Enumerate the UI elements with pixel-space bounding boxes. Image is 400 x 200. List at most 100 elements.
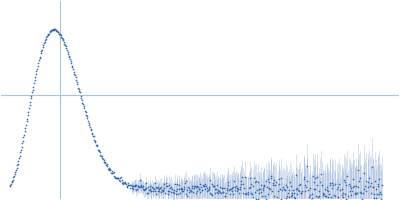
Point — [146, 184, 153, 188]
Point — [289, 191, 295, 195]
Point — [356, 180, 362, 183]
Point — [153, 193, 160, 196]
Point — [374, 192, 380, 196]
Point — [377, 190, 383, 194]
Point — [225, 183, 232, 187]
Point — [168, 185, 174, 188]
Point — [24, 114, 31, 117]
Point — [196, 188, 202, 191]
Point — [150, 187, 156, 190]
Point — [244, 191, 251, 194]
Point — [116, 178, 122, 181]
Point — [226, 188, 233, 191]
Point — [238, 182, 245, 186]
Point — [307, 186, 313, 189]
Point — [368, 192, 374, 195]
Point — [376, 177, 382, 180]
Point — [32, 78, 38, 81]
Point — [360, 191, 366, 194]
Point — [175, 192, 181, 196]
Point — [112, 176, 118, 179]
Point — [129, 184, 135, 187]
Point — [22, 130, 28, 133]
Point — [359, 197, 365, 200]
Point — [195, 185, 201, 188]
Point — [328, 196, 334, 199]
Point — [242, 192, 248, 195]
Point — [296, 183, 302, 186]
Point — [52, 30, 59, 33]
Point — [125, 182, 132, 185]
Point — [346, 182, 352, 186]
Point — [283, 183, 290, 186]
Point — [370, 185, 376, 188]
Point — [349, 189, 355, 192]
Point — [312, 176, 318, 179]
Point — [305, 189, 311, 192]
Point — [324, 188, 330, 191]
Point — [238, 180, 244, 183]
Point — [260, 188, 266, 192]
Point — [369, 166, 375, 169]
Point — [198, 188, 205, 192]
Point — [202, 188, 209, 191]
Point — [200, 184, 207, 187]
Point — [59, 38, 66, 41]
Point — [170, 188, 177, 192]
Point — [98, 155, 104, 158]
Point — [79, 101, 86, 104]
Point — [62, 45, 69, 48]
Point — [343, 198, 349, 200]
Point — [62, 43, 68, 46]
Point — [138, 184, 144, 187]
Point — [75, 86, 81, 89]
Point — [371, 192, 377, 195]
Point — [313, 194, 319, 198]
Point — [205, 187, 212, 190]
Point — [134, 188, 140, 191]
Point — [318, 199, 325, 200]
Point — [47, 29, 53, 32]
Point — [286, 195, 292, 198]
Point — [207, 178, 214, 182]
Point — [334, 187, 340, 190]
Point — [228, 188, 234, 191]
Point — [312, 187, 319, 190]
Point — [214, 183, 220, 186]
Point — [9, 180, 16, 183]
Point — [108, 171, 114, 174]
Point — [211, 185, 217, 188]
Point — [8, 182, 14, 185]
Point — [216, 186, 223, 189]
Point — [183, 180, 189, 183]
Point — [135, 185, 142, 188]
Point — [138, 184, 145, 187]
Point — [34, 68, 40, 71]
Point — [126, 183, 132, 186]
Point — [231, 180, 237, 183]
Point — [143, 187, 149, 190]
Point — [61, 40, 67, 43]
Point — [30, 88, 36, 92]
Point — [363, 180, 370, 183]
Point — [124, 184, 131, 187]
Point — [94, 144, 100, 147]
Point — [187, 189, 194, 193]
Point — [222, 195, 228, 198]
Point — [17, 151, 24, 154]
Point — [132, 184, 138, 187]
Point — [149, 185, 155, 189]
Point — [104, 164, 110, 168]
Point — [165, 189, 171, 192]
Point — [279, 199, 285, 200]
Point — [302, 183, 309, 186]
Point — [224, 186, 230, 189]
Point — [54, 29, 60, 32]
Point — [196, 187, 202, 190]
Point — [252, 190, 258, 194]
Point — [232, 186, 238, 189]
Point — [272, 181, 279, 184]
Point — [191, 186, 198, 190]
Point — [166, 190, 173, 193]
Point — [284, 185, 290, 188]
